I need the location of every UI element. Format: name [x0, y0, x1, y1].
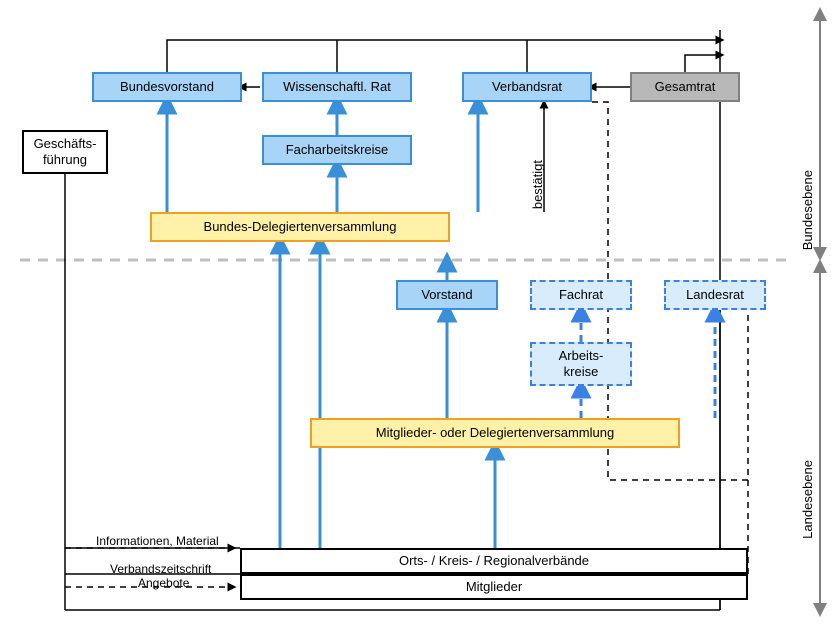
label: Bundesvorstand	[120, 79, 214, 95]
box-wissenschaftl-rat: Wissenschaftl. Rat	[262, 72, 412, 102]
label: Facharbeitskreise	[286, 142, 389, 158]
label: Orts- / Kreis- / Regionalverbände	[399, 553, 589, 569]
box-mitglieder-delegiertenversammlung: Mitglieder- oder Delegiertenversammlung	[310, 418, 680, 448]
label: Geschäfts- führung	[34, 136, 97, 167]
label-informationen: Informationen, Material	[96, 534, 219, 548]
box-verbandsrat: Verbandsrat	[462, 72, 592, 102]
box-gesamtrat: Gesamtrat	[630, 72, 740, 102]
box-fachrat: Fachrat	[530, 280, 632, 310]
box-orts-kreis-regionalverbaende: Orts- / Kreis- / Regionalverbände	[240, 548, 748, 574]
label-angebote: Angebote	[138, 576, 189, 590]
diagram-canvas: Bundesvorstand Wissenschaftl. Rat Verban…	[0, 0, 840, 643]
box-vorstand: Vorstand	[396, 280, 498, 310]
label-verbandszeitschrift: Verbandszeitschrift	[110, 562, 211, 576]
label: Arbeits- kreise	[559, 348, 604, 379]
label: Mitglieder	[466, 579, 522, 595]
box-bundes-delegiertenversammlung: Bundes-Delegiertenversammlung	[150, 212, 450, 242]
label-landesebene: Landesebene	[800, 460, 815, 539]
label: Mitglieder- oder Delegiertenversammlung	[376, 425, 614, 441]
label: Gesamtrat	[655, 79, 716, 95]
box-mitglieder: Mitglieder	[240, 574, 748, 600]
box-facharbeitskreise: Facharbeitskreise	[262, 135, 412, 165]
label: Landesrat	[686, 287, 744, 303]
box-landesrat: Landesrat	[664, 280, 766, 310]
box-bundesvorstand: Bundesvorstand	[92, 72, 242, 102]
label: Vorstand	[421, 287, 472, 303]
label: Bundes-Delegiertenversammlung	[204, 219, 397, 235]
label-bestaetigt: bestätigt	[530, 160, 545, 209]
label: Fachrat	[559, 287, 603, 303]
label-bundesebene: Bundesebene	[800, 170, 815, 250]
box-arbeitskreise: Arbeits- kreise	[530, 342, 632, 386]
label: Verbandsrat	[492, 79, 562, 95]
box-geschaeftsfuehrung: Geschäfts- führung	[22, 130, 108, 174]
label: Wissenschaftl. Rat	[283, 79, 391, 95]
